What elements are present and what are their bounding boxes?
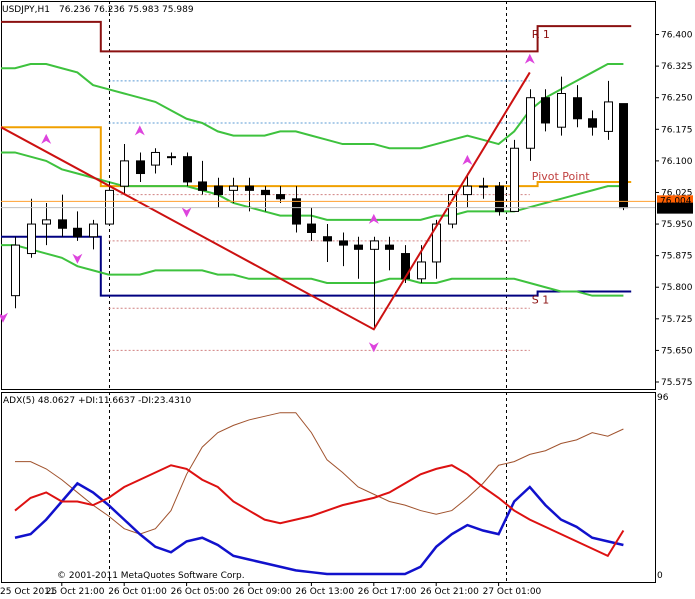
- candle-body-35: [557, 92, 566, 128]
- candle-body-11: [183, 156, 192, 183]
- candle-body-27: [432, 223, 441, 263]
- candle-body-10: [167, 156, 176, 159]
- candle-body-23: [370, 240, 379, 250]
- price-axis-label-1: 76.325: [661, 62, 693, 72]
- indicator-scale-min: 0: [657, 571, 663, 581]
- pivot-level-line-2: [1, 235, 632, 297]
- candle-body-33: [526, 97, 535, 149]
- price-axis-label-8: 75.800: [661, 283, 693, 293]
- fractal-down-marker-0: [72, 253, 83, 264]
- candle-body-12: [198, 181, 207, 191]
- price-pane-frame: [1, 1, 656, 390]
- candle-body-34: [541, 97, 550, 124]
- candle-body-18: [292, 198, 301, 225]
- indicator-line-adx: [15, 412, 624, 535]
- bid-price-tag: [657, 195, 693, 206]
- candle-body-21: [339, 240, 348, 246]
- candle-body-8: [136, 160, 145, 175]
- candle-body-20: [323, 236, 332, 242]
- candle-body-13: [214, 185, 223, 196]
- candle-body-3: [58, 219, 67, 229]
- candle-body-30: [479, 185, 488, 188]
- pivot-level-line-0: [1, 20, 632, 53]
- candle-body-38: [604, 101, 613, 132]
- last-price-label: 75.989: [660, 205, 692, 215]
- candle-body-9: [151, 151, 160, 166]
- price-axis-label-4: 76.100: [661, 157, 693, 167]
- candle-body-31: [495, 185, 504, 212]
- pivot-level-line-1: [1, 126, 632, 188]
- chart-header-ohlc: 76.236 76.236 75.983 75.989: [59, 5, 194, 15]
- price-axis-label-7: 75.875: [661, 252, 693, 262]
- candle-body-28: [448, 194, 457, 225]
- time-axis-label-3: 26 Oct 05:00: [171, 587, 230, 597]
- candle-body-0: [11, 244, 20, 297]
- candle-body-26: [417, 261, 426, 280]
- candle-body-2: [42, 219, 51, 225]
- candle-body-37: [588, 118, 597, 128]
- pivot-level-label-0: R 1: [532, 28, 550, 41]
- time-axis-label-8: 27 Oct 01:00: [483, 587, 542, 597]
- indicator-label: ADX(5) 48.0627 +DI:11.6637 -DI:23.4310: [3, 396, 192, 406]
- price-axis-label-9: 75.725: [661, 315, 693, 325]
- time-axis-label-0: 25 Oct 2011: [0, 587, 56, 597]
- fractal-up-marker-1: [134, 125, 145, 136]
- indicator-pane-frame: [1, 392, 656, 583]
- candle-body-17: [276, 194, 285, 200]
- candle-body-15: [245, 185, 254, 191]
- last-price-tag: [657, 202, 693, 214]
- bollinger-band-lower: [1, 244, 624, 297]
- time-axis-label-6: 26 Oct 17:00: [358, 587, 417, 597]
- price-axis-label-0: 76.400: [661, 31, 693, 41]
- fractal-down-marker-1: [181, 207, 192, 218]
- fractal-up-marker-4: [524, 53, 535, 64]
- price-axis-label-6: 75.950: [661, 220, 693, 230]
- time-axis-label-2: 26 Oct 01:00: [108, 587, 167, 597]
- candle-body-5: [89, 223, 98, 238]
- fractal-up-marker-0: [41, 133, 52, 144]
- candle-body-22: [354, 244, 363, 250]
- candle-body-16: [261, 189, 270, 196]
- zigzag-line: [0, 71, 531, 331]
- fractal-down-marker-2: [368, 342, 379, 353]
- indicator-line-di: [14, 481, 624, 576]
- fractal-up-marker-3: [462, 154, 473, 165]
- bid-price-label: 76.004: [660, 196, 692, 206]
- chart-header-symbol: USDJPY,H1: [2, 5, 50, 15]
- fractal-down-marker-3: [0, 312, 8, 323]
- fractal-up-marker-2: [368, 213, 379, 224]
- price-axis-label-5: 76.025: [661, 188, 693, 198]
- candle-body-29: [463, 185, 472, 196]
- candle-body-39: [619, 103, 628, 209]
- candle-body-14: [229, 185, 238, 191]
- candle-body-7: [120, 160, 129, 187]
- price-axis-label-10: 75.650: [661, 346, 693, 356]
- price-axis-label-3: 76.175: [661, 125, 693, 135]
- indicator-line-di: [14, 464, 625, 558]
- time-axis-label-7: 26 Oct 21:00: [420, 587, 479, 597]
- indicator-scale-max: 96: [657, 393, 669, 403]
- candle-body-1: [27, 223, 36, 255]
- bollinger-band-upper: [1, 63, 624, 150]
- time-axis-label-1: 25 Oct 21:00: [46, 587, 105, 597]
- candle-body-19: [307, 223, 316, 233]
- price-axis-label-2: 76.250: [661, 94, 693, 104]
- copyright-label: © 2001-2011 MetaQuotes Software Corp.: [57, 571, 245, 581]
- price-axis-label-11: 75.575: [661, 378, 693, 388]
- candle-body-4: [73, 227, 82, 238]
- candle-body-25: [401, 253, 410, 280]
- pivot-level-label-2: S 1: [532, 293, 549, 306]
- candle-body-24: [385, 244, 394, 250]
- candle-body-32: [510, 147, 519, 212]
- candle-body-36: [573, 97, 582, 120]
- pivot-level-label-1: Pivot Point: [532, 170, 590, 183]
- time-axis-label-5: 26 Oct 13:00: [295, 587, 354, 597]
- time-axis-label-4: 26 Oct 09:00: [233, 587, 292, 597]
